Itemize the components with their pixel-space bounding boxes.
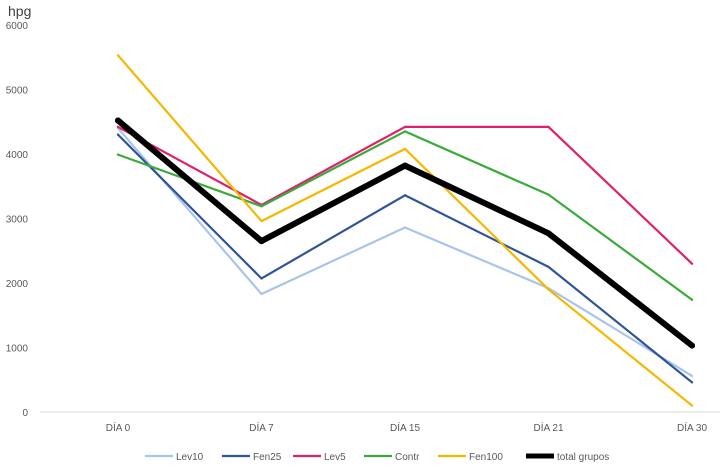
- x-tick-label: DÍA 30: [677, 421, 707, 434]
- data-point-fen100: [260, 219, 263, 223]
- data-point-contr: [690, 298, 694, 301]
- y-tick-label: 1000: [6, 344, 29, 355]
- data-point-fen25: [547, 265, 550, 268]
- data-point-contr: [547, 193, 550, 196]
- x-tick-label: DÍA 15: [390, 421, 420, 434]
- y-tick-label: 6000: [6, 21, 29, 32]
- x-tick-label: DÍA 7: [249, 421, 274, 434]
- data-point-contr: [116, 153, 120, 156]
- data-point-lev5: [690, 262, 694, 265]
- data-point-lev5: [403, 125, 407, 129]
- data-point-fen100: [116, 54, 120, 57]
- series-line-fen100: [116, 54, 694, 407]
- y-tick-label: 4000: [6, 150, 29, 161]
- data-point-lev5: [116, 125, 120, 129]
- x-tick-labels: DÍA 0 DÍA 7 DÍA 15 DÍA 21 DÍA 30: [106, 421, 708, 434]
- data-point-total-grupos: [402, 162, 408, 169]
- data-point-fen25: [260, 277, 263, 280]
- y-tick-label: 0: [22, 408, 28, 419]
- data-point-lev10: [403, 226, 407, 229]
- y-tick-label: 5000: [6, 86, 29, 97]
- series-lines: [115, 54, 695, 407]
- legend-label-total-grupos: total grupos: [557, 452, 609, 463]
- data-point-fen100: [403, 147, 407, 150]
- data-point-total-grupos: [115, 117, 121, 124]
- legend-label-lev5: Lev5: [324, 452, 346, 463]
- series-line-fen25: [116, 133, 694, 384]
- y-axis-label: hpg: [8, 3, 31, 19]
- data-point-fen100: [690, 404, 694, 407]
- x-tick-label: DÍA 0: [106, 421, 131, 434]
- data-point-total-grupos: [545, 230, 552, 237]
- y-tick-label: 3000: [6, 215, 29, 226]
- data-point-total-grupos: [689, 342, 695, 349]
- data-point-fen100: [547, 288, 550, 291]
- legend-label-lev10: Lev10: [176, 452, 204, 463]
- data-point-lev10: [260, 292, 263, 296]
- data-point-fen25: [403, 194, 407, 197]
- data-point-fen25: [690, 381, 694, 384]
- data-point-fen25: [116, 133, 120, 136]
- data-point-contr: [403, 130, 407, 133]
- legend: Lev10 Fen25 Lev5 Contr Fen100 total grupos: [145, 452, 609, 463]
- legend-label-fen25: Fen25: [253, 452, 282, 463]
- data-point-lev5: [547, 125, 550, 129]
- legend-label-contr: Contr: [395, 452, 420, 463]
- legend-label-fen100: Fen100: [469, 452, 503, 463]
- data-point-contr: [260, 205, 263, 208]
- data-point-lev10: [690, 374, 694, 377]
- y-tick-label: 2000: [6, 279, 29, 290]
- y-tick-labels: 0 1000 2000 3000 4000 5000 6000: [6, 21, 29, 419]
- data-point-total-grupos: [258, 238, 265, 245]
- x-tick-label: DÍA 21: [533, 421, 563, 434]
